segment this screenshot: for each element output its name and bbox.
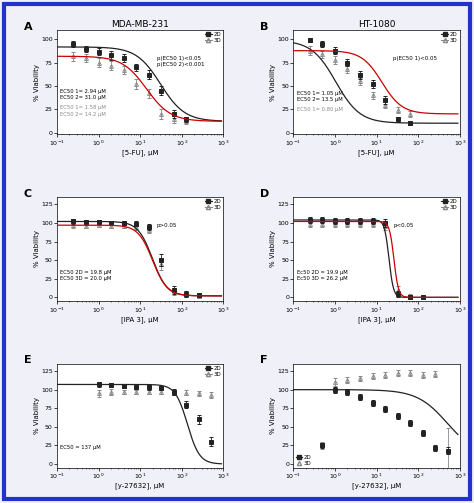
Text: B: B xyxy=(260,22,268,32)
Y-axis label: % Viability: % Viability xyxy=(34,230,39,268)
Text: EC50 1= 2.94 μM
EC50 2= 31.0 μM: EC50 1= 2.94 μM EC50 2= 31.0 μM xyxy=(60,89,106,100)
Text: p(EC50 1)<0.05
p(EC50 2)<0.001: p(EC50 1)<0.05 p(EC50 2)<0.001 xyxy=(157,56,204,67)
Text: EC50 2D = 19.8 μM
EC50 3D = 20.0 μM: EC50 2D = 19.8 μM EC50 3D = 20.0 μM xyxy=(60,270,112,281)
X-axis label: [y-27632], μM: [y-27632], μM xyxy=(116,483,165,489)
Text: p<0.05: p<0.05 xyxy=(393,223,413,228)
Text: D: D xyxy=(260,189,269,199)
Text: EC50 1= 1.58 μM
EC50 2= 14.2 μM: EC50 1= 1.58 μM EC50 2= 14.2 μM xyxy=(60,105,106,117)
X-axis label: [y-27632], μM: [y-27632], μM xyxy=(352,483,401,489)
Legend: 2D, 3D: 2D, 3D xyxy=(204,199,222,210)
Legend: 2D, 3D: 2D, 3D xyxy=(441,32,458,44)
Y-axis label: % Viability: % Viability xyxy=(270,230,276,268)
Y-axis label: % Viability: % Viability xyxy=(34,397,39,434)
X-axis label: [5-FU], μM: [5-FU], μM xyxy=(358,149,395,156)
Title: MDA-MB-231: MDA-MB-231 xyxy=(111,21,169,29)
Y-axis label: % Viability: % Viability xyxy=(270,397,276,434)
Text: F: F xyxy=(260,355,267,365)
Y-axis label: % Viability: % Viability xyxy=(270,64,276,101)
Y-axis label: % Viability: % Viability xyxy=(34,64,40,101)
X-axis label: [5-FU], μM: [5-FU], μM xyxy=(122,149,158,156)
Legend: 2D, 3D: 2D, 3D xyxy=(441,199,458,210)
Legend: 2D, 3D: 2D, 3D xyxy=(204,365,222,377)
Text: Ec50 2D = 19.9 μM
Ec50 3D = 26.2 μM: Ec50 2D = 19.9 μM Ec50 3D = 26.2 μM xyxy=(297,270,347,281)
Text: C: C xyxy=(24,189,32,199)
X-axis label: [IPA 3], μM: [IPA 3], μM xyxy=(358,316,395,323)
Text: p(EC50 1)<0.05: p(EC50 1)<0.05 xyxy=(393,56,437,61)
Title: HT-1080: HT-1080 xyxy=(358,21,395,29)
X-axis label: [IPA 3], μM: [IPA 3], μM xyxy=(121,316,159,323)
Text: EC50 = 137 μM: EC50 = 137 μM xyxy=(60,445,101,450)
Text: EC50 1= 0.80 μM: EC50 1= 0.80 μM xyxy=(297,107,343,112)
Legend: 2D, 3D: 2D, 3D xyxy=(204,32,222,44)
Text: E: E xyxy=(24,355,31,365)
Text: A: A xyxy=(24,22,32,32)
Text: p>0.05: p>0.05 xyxy=(157,223,177,228)
Legend: 2D, 3D: 2D, 3D xyxy=(295,454,312,466)
Text: EC50 1= 1.05 μM
EC50 2= 13.5 μM: EC50 1= 1.05 μM EC50 2= 13.5 μM xyxy=(297,91,343,102)
